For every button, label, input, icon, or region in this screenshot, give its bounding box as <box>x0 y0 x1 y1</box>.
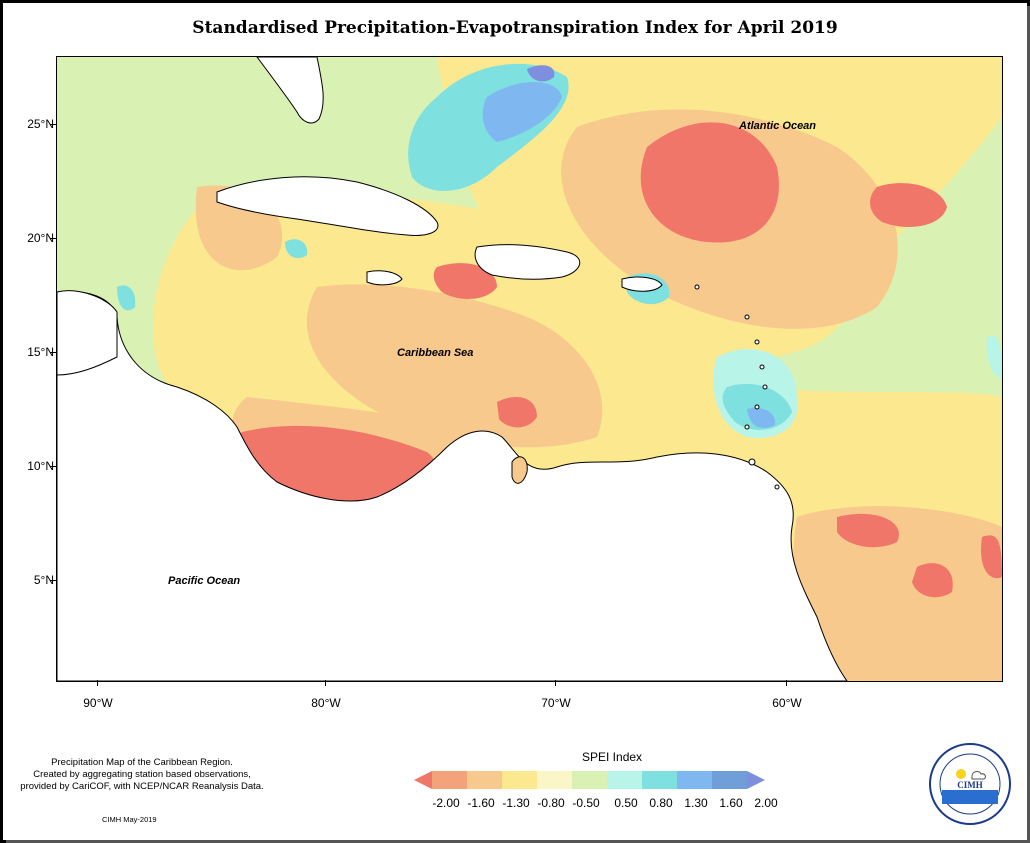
caribbean-sea-label: Caribbean Sea <box>397 347 474 359</box>
lon-tick-label: 60°W <box>772 696 802 710</box>
lat-tick-mark <box>50 238 56 239</box>
map-title: Standardised Precipitation-Evapotranspir… <box>192 18 838 38</box>
legend-colorbar <box>414 771 765 789</box>
pacific-ocean-label: Pacific Ocean <box>168 575 241 587</box>
field-wet-cayman <box>285 239 308 259</box>
credit-text: CIMH May-2019 <box>102 815 157 824</box>
land-cuba <box>216 176 439 236</box>
map-description: Precipitation Map of the Caribbean Regio… <box>6 757 278 793</box>
cloud-icon <box>971 771 986 780</box>
land-jamaica <box>366 270 403 286</box>
legend-label: 1.30 <box>684 796 708 810</box>
legend-swatch <box>537 771 572 789</box>
lat-tick-label: 15°N <box>27 345 54 359</box>
field-wet-edge <box>986 335 1002 378</box>
lat-tick-mark <box>50 466 56 467</box>
legend-label: -2.00 <box>432 796 460 810</box>
lon-tick-mark <box>786 680 787 686</box>
logo-text: CIMH <box>957 780 983 790</box>
lat-tick-label: 20°N <box>27 231 54 245</box>
legend-swatch <box>467 771 502 789</box>
field-wet-belize <box>117 285 136 311</box>
lon-tick-mark <box>325 680 326 686</box>
sun-icon <box>956 769 966 779</box>
frame-shadow <box>1027 6 1030 843</box>
note-line: Precipitation Map of the Caribbean Regio… <box>51 757 233 768</box>
legend-swatch <box>712 771 747 789</box>
legend-label: -0.80 <box>537 796 565 810</box>
cimh-logo: CIMH <box>929 743 1011 825</box>
legend-label: 1.60 <box>719 796 743 810</box>
field-severe-guajira <box>497 397 537 428</box>
legend-label: -0.50 <box>572 796 600 810</box>
legend-swatch <box>414 771 432 789</box>
lon-tick-label: 90°W <box>83 696 113 710</box>
lat-tick-mark <box>50 124 56 125</box>
legend-label: -1.60 <box>467 796 495 810</box>
field-very-wet-grenada <box>747 407 776 429</box>
legend-swatch <box>677 771 712 789</box>
land-hispaniola <box>474 244 580 280</box>
legend-swatch <box>642 771 677 789</box>
lon-tick-mark <box>555 680 556 686</box>
field-extreme-wet-bahamas <box>527 65 555 82</box>
legend-label: 0.80 <box>649 796 673 810</box>
lat-tick-mark <box>50 580 56 581</box>
note-line: Created by aggregating station based obs… <box>33 769 251 780</box>
lat-tick-mark <box>50 352 56 353</box>
legend-swatch <box>607 771 642 789</box>
legend-swatch <box>747 771 765 789</box>
lon-tick-label: 80°W <box>311 696 341 710</box>
legend-swatch <box>432 771 467 789</box>
field-moderate-guianas <box>793 506 1002 681</box>
field-severe-guianas <box>837 513 899 548</box>
field-severe-east <box>870 183 947 227</box>
lat-tick-label: 25°N <box>27 117 54 131</box>
field-severe-atlantic <box>640 122 779 243</box>
land-florida <box>256 57 324 124</box>
legend-label: 2.00 <box>754 796 778 810</box>
lon-tick-mark <box>97 680 98 686</box>
atlantic-ocean-label: Atlantic Ocean <box>739 120 817 132</box>
map-canvas <box>57 57 1002 681</box>
lat-tick-label: 5°N <box>33 573 54 587</box>
field-severe-hispaniola <box>433 263 497 299</box>
land-central-america <box>57 290 118 376</box>
land-puerto-rico <box>621 276 663 292</box>
field-very-wet-bahamas <box>482 82 562 142</box>
legend-label: -1.30 <box>502 796 530 810</box>
legend-swatch <box>572 771 607 789</box>
spei-map <box>56 56 1003 682</box>
field-severe-suriname <box>912 563 953 598</box>
frame-shadow <box>6 840 1030 843</box>
note-line: provided by CariCOF, with NCEP/NCAR Rean… <box>20 781 264 792</box>
legend-title: SPEI Index <box>582 750 643 764</box>
lon-tick-label: 70°W <box>541 696 571 710</box>
legend-label: 0.50 <box>614 796 638 810</box>
land-lake-maracaibo <box>511 456 528 484</box>
legend-swatch <box>502 771 537 789</box>
lesser-antilles <box>694 284 780 490</box>
wave-icon <box>942 790 998 804</box>
land-south-america <box>57 290 848 681</box>
lat-tick-label: 10°N <box>27 459 54 473</box>
field-severe-edge <box>981 535 1002 579</box>
